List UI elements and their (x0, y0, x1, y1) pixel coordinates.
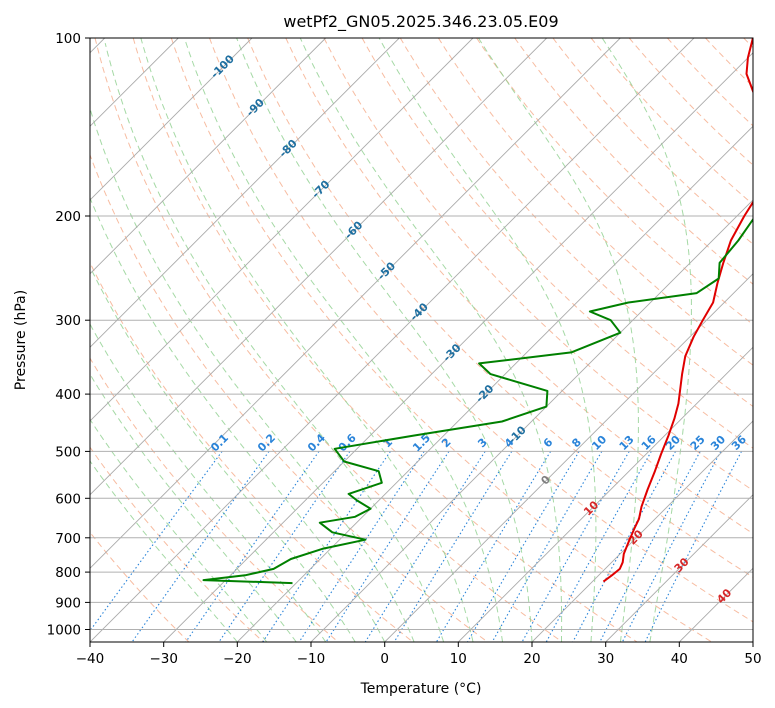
dry-adiabat (323, 38, 753, 492)
y-tick-label: 100 (55, 31, 81, 47)
y-tick-label: 900 (55, 595, 81, 611)
mixing-ratio-line (545, 451, 652, 642)
dry-adiabat (90, 261, 414, 642)
x-tick-label: 0 (380, 651, 389, 667)
pressure-gridlines (90, 38, 753, 630)
mixing-ratio-line (621, 451, 722, 642)
moist-adiabat (90, 460, 238, 642)
y-tick-label: 300 (55, 313, 81, 329)
mixing-ratio-line (218, 451, 351, 642)
y-tick-label: 1000 (47, 623, 81, 639)
dry-adiabat (247, 38, 753, 578)
x-tick-label: 50 (744, 651, 761, 667)
x-tick-label: 10 (450, 651, 467, 667)
moist-adiabat (477, 38, 639, 642)
dry-adiabat (170, 38, 712, 642)
mixing-ratio-line (364, 451, 486, 642)
moist-adiabat (183, 38, 503, 642)
dry-adiabat (90, 357, 339, 642)
dry-adiabat (94, 38, 563, 642)
isotherm (90, 38, 474, 422)
dry-adiabat (590, 38, 753, 206)
isotherm (90, 38, 327, 275)
plot-background (90, 38, 753, 642)
isotherm (310, 199, 753, 642)
mixing-ratio-line (572, 451, 676, 642)
isotherm (531, 420, 753, 642)
moist-adiabat (90, 323, 327, 642)
x-tick-label: 40 (671, 651, 688, 667)
x-tick-label: −10 (297, 651, 326, 667)
mixing-ratio-line (262, 451, 391, 642)
moist-adiabat (90, 196, 386, 642)
isotherm (90, 38, 695, 642)
dry-adiabat (285, 38, 753, 535)
plot-frame (89, 37, 754, 643)
y-tick-label: 800 (55, 565, 81, 581)
chart-title: wetPf2_GN05.2025.346.23.05.E09 (283, 12, 558, 32)
moist-adiabat (140, 38, 474, 642)
background-lines (90, 38, 753, 642)
sounding-series (202, 38, 753, 585)
dry-adiabat (437, 38, 753, 366)
y-tick-label: 500 (55, 444, 81, 460)
x-tick-label: 30 (597, 651, 614, 667)
isotherm (384, 273, 753, 642)
y-tick-label: 200 (55, 209, 81, 225)
x-tick-label: 20 (523, 651, 540, 667)
y-axis-ticks: 1000 900 800 700 600 500 400 300 200 100 (47, 31, 90, 639)
moist-adiabat (299, 38, 563, 642)
isotherm (163, 52, 753, 642)
isotherm (90, 38, 253, 201)
isotherm (605, 494, 753, 642)
dry-adiabat (132, 38, 638, 642)
x-axis-label: Temperature (°C) (360, 681, 482, 697)
mixing-ratio-line (185, 451, 320, 642)
moist-adiabat (236, 38, 533, 642)
y-tick-label: 400 (55, 387, 81, 403)
moist-adiabat (90, 265, 356, 642)
mixing-ratio-line (644, 451, 742, 642)
moist-adiabat (601, 38, 692, 642)
mixing-ratio-line (90, 451, 223, 632)
y-tick-label: 700 (55, 531, 81, 547)
y-tick-label: 600 (55, 491, 81, 507)
dry-adiabat (552, 38, 753, 245)
dry-adiabat (90, 446, 264, 642)
x-axis-ticks: −40 −30 −20 −10 0 10 20 30 40 50 (76, 642, 762, 667)
x-tick-label: −40 (76, 651, 105, 667)
isotherm (90, 38, 400, 348)
dewpoint-profile (202, 217, 753, 585)
moist-adiabat (90, 106, 415, 642)
isotherm (90, 38, 621, 569)
mixing-ratio-line (491, 451, 603, 642)
temperature-profile (602, 38, 753, 583)
moist-adiabat (104, 42, 445, 642)
dry-adiabat (209, 38, 753, 623)
y-axis-label: Pressure (hPa) (13, 290, 29, 390)
isotherm (236, 125, 753, 642)
moist-adiabat (90, 418, 268, 642)
x-tick-label: −20 (223, 651, 252, 667)
x-tick-label: −30 (149, 651, 178, 667)
isotherm (90, 38, 548, 496)
isotherm (457, 346, 753, 642)
mixing-ratio-line (599, 451, 701, 642)
dry-adiabat (399, 38, 753, 408)
moist-adiabat (378, 38, 597, 642)
